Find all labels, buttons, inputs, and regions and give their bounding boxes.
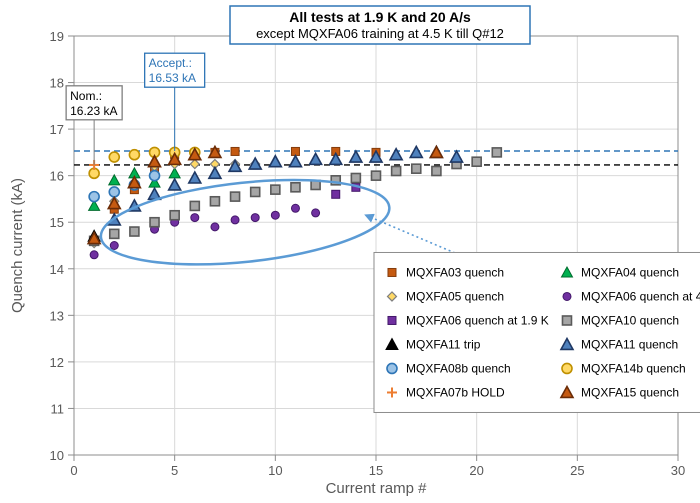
legend-label: MQXFA04 quench [581, 265, 679, 279]
legend-label: MQXFA15 quench [581, 385, 679, 399]
series-MQXFA11q [108, 146, 462, 225]
y-tick-label: 11 [51, 401, 65, 416]
y-tick-label: 15 [50, 215, 64, 230]
legend-item-MQXFA08b [387, 363, 397, 373]
legend-item-MQXFA06-45 [563, 292, 571, 300]
legend-label: MQXFA10 quench [581, 313, 679, 327]
y-tick-label: 18 [50, 76, 64, 91]
legend-label: MQXFA11 trip [406, 337, 481, 351]
x-tick-label: 20 [469, 463, 483, 478]
annot-l2-nom: 16.23 kA [70, 104, 117, 118]
y-tick-label: 19 [50, 29, 64, 44]
x-tick-label: 30 [671, 463, 685, 478]
series-MQXFA14b [89, 147, 200, 178]
y-tick-label: 14 [50, 262, 64, 277]
title-line2: except MQXFA06 training at 4.5 K till Q#… [256, 26, 504, 41]
annot-l1-nom: Nom.: [70, 89, 102, 103]
legend-label: MQXFA11 quench [581, 337, 678, 351]
legend-label: MQXFA07b HOLD [406, 385, 505, 399]
y-tick-label: 17 [50, 122, 64, 137]
x-tick-label: 5 [171, 463, 178, 478]
legend-label: MQXFA06 quench at 1.9 K [406, 313, 549, 327]
legend-item-MQXFA10 [562, 316, 571, 325]
annot-l1-accept: Accept.: [149, 56, 192, 70]
y-axis-label: Quench current (kA) [9, 178, 26, 313]
x-axis-label: Current ramp # [326, 480, 428, 497]
y-tick-label: 12 [50, 355, 64, 370]
y-tick-label: 10 [50, 448, 64, 463]
x-tick-label: 25 [570, 463, 584, 478]
legend-item-MQXFA14b [562, 363, 572, 373]
legend-label: MQXFA08b quench [406, 361, 511, 375]
legend-item-MQXFA06-19 [388, 316, 396, 324]
x-tick-label: 15 [369, 463, 383, 478]
x-tick-label: 10 [268, 463, 282, 478]
title-line1: All tests at 1.9 K and 20 A/s [289, 9, 471, 25]
legend-label: MQXFA14b quench [581, 361, 686, 375]
legend-label: MQXFA03 quench [406, 265, 504, 279]
y-tick-label: 16 [50, 169, 64, 184]
y-tick-label: 13 [50, 308, 64, 323]
quench-chart: 0 5 10 15 20 25 30 10 11 12 13 14 15 16 17 18 19 Current … [0, 0, 700, 503]
x-tick-label: 0 [70, 463, 77, 478]
legend-label: MQXFA05 quench [406, 289, 504, 303]
legend-item-MQXFA03 [388, 268, 396, 276]
legend-label: MQXFA06 quench at 4.5 K [581, 289, 700, 303]
annot-l2-accept: 16.53 kA [149, 71, 196, 85]
series-MQXFA15 [88, 146, 442, 243]
